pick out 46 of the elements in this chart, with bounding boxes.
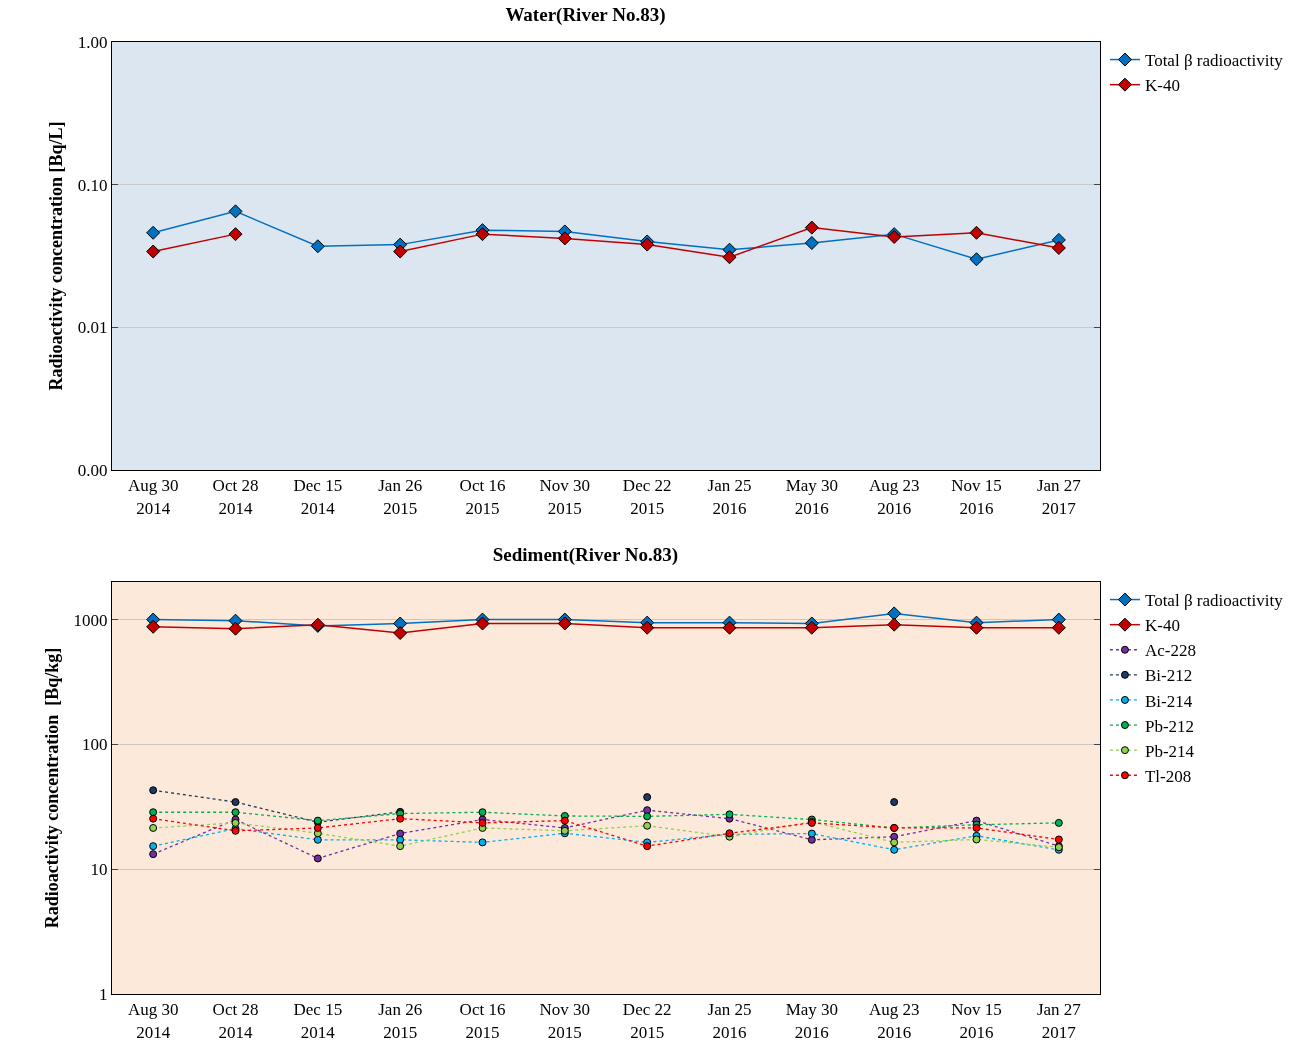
- x-tick-label: Dec 22 2015: [622, 1000, 672, 1042]
- x-tick-label: Jan 27 2017: [1036, 476, 1082, 518]
- y-tick-label: 1000: [73, 610, 108, 630]
- x-tick-label: Nov 15 2016: [951, 1000, 1002, 1042]
- x-tick-label: Dec 22 2015: [622, 476, 672, 518]
- legend-label: K-40: [1144, 616, 1180, 636]
- x-tick-label: Nov 15 2016: [951, 476, 1002, 518]
- x-tick-label: May 30 2016: [785, 1000, 839, 1042]
- legend-label: Pb-212: [1144, 716, 1195, 736]
- y-tick-label: 0.00: [77, 460, 108, 480]
- x-tick-label: Dec 15 2014: [293, 1000, 343, 1042]
- x-tick-label: Oct 28 2014: [212, 1000, 259, 1042]
- chart-title: Sediment(River No.83): [492, 544, 679, 567]
- legend-label: Ac-228: [1144, 641, 1196, 661]
- y-tick-label: 0.01: [77, 318, 108, 338]
- x-tick-label: Jan 25 2016: [707, 1000, 752, 1042]
- legend-label: Bi-212: [1144, 666, 1193, 686]
- chart-title: Water(River No.83): [505, 4, 666, 27]
- x-tick-label: Jan 25 2016: [707, 476, 752, 518]
- x-tick-label: May 30 2016: [785, 476, 839, 518]
- x-tick-label: Oct 16 2015: [459, 1000, 506, 1042]
- x-tick-label: Aug 23 2016: [868, 476, 920, 518]
- x-tick-label: Aug 30 2014: [127, 1000, 179, 1042]
- y-tick-label: 10: [90, 860, 108, 880]
- y-tick-label: 1: [99, 984, 108, 1004]
- x-tick-label: Oct 16 2015: [459, 476, 506, 518]
- x-tick-label: Dec 15 2014: [293, 476, 343, 518]
- x-tick-label: Jan 26 2015: [378, 1000, 423, 1042]
- y-axis-title: Radioactivity concentration [Bq/L]: [46, 121, 67, 391]
- legend-label: Total β radioactivity: [1144, 51, 1284, 71]
- x-tick-label: Oct 28 2014: [212, 476, 259, 518]
- x-tick-label: Nov 30 2015: [539, 476, 591, 518]
- x-tick-label: Jan 27 2017: [1036, 1000, 1082, 1042]
- legend-label: Total β radioactivity: [1144, 591, 1284, 611]
- x-tick-label: Nov 30 2015: [539, 1000, 591, 1042]
- legend-label: Pb-214: [1144, 741, 1195, 761]
- y-tick-label: 100: [82, 735, 108, 755]
- x-tick-label: Jan 26 2015: [378, 476, 423, 518]
- x-tick-label: Aug 23 2016: [868, 1000, 920, 1042]
- legend-label: K-40: [1144, 76, 1180, 96]
- y-axis-title: Radioactivity concentration [Bq/kg]: [41, 647, 62, 929]
- legend-label: Bi-214: [1144, 691, 1193, 711]
- y-tick-label: 1.00: [77, 32, 108, 52]
- x-tick-label: Aug 30 2014: [127, 476, 179, 518]
- y-tick-label: 0.10: [77, 175, 108, 195]
- legend-label: Tl-208: [1144, 766, 1192, 786]
